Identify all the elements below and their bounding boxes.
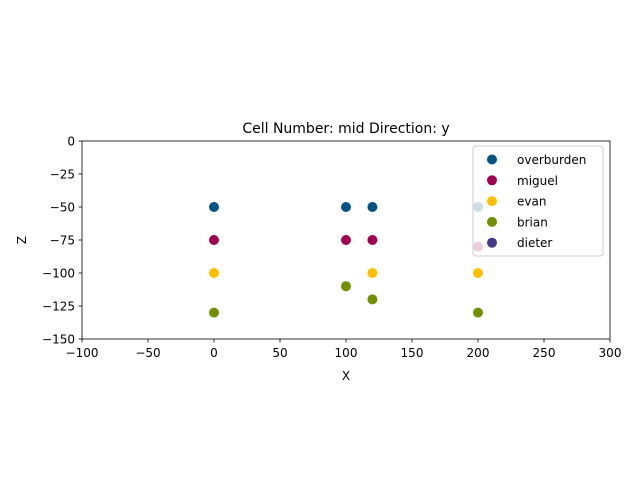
y-tick-label: −100 bbox=[42, 267, 75, 281]
axes: −100 −50 0 50 100 150 200 250 3000−25−50−75−100−… bbox=[42, 135, 621, 361]
legend-marker-overburden bbox=[487, 154, 497, 165]
x-axis-label: X bbox=[342, 369, 350, 383]
legend-marker-miguel bbox=[487, 175, 497, 186]
x-tick-label: −100 bbox=[66, 346, 99, 360]
x-tick-label: 200 bbox=[467, 346, 490, 360]
point-evan bbox=[367, 268, 378, 278]
x-tick-label: −50 bbox=[135, 346, 160, 360]
y-tick-label: −25 bbox=[50, 168, 75, 182]
x-tick-label: 50 bbox=[272, 346, 287, 360]
x-tick-label: 300 bbox=[599, 346, 622, 360]
x-tick-label: 150 bbox=[401, 346, 424, 360]
x-tick-label: 100 bbox=[335, 346, 358, 360]
point-evan bbox=[209, 268, 219, 278]
x-tick-label: 0 bbox=[210, 346, 218, 360]
point-brian bbox=[473, 307, 483, 318]
legend-marker-dieter bbox=[487, 237, 497, 248]
y-axis-label: Z bbox=[15, 236, 29, 244]
point-brian bbox=[367, 294, 378, 305]
y-tick-label: 0 bbox=[67, 135, 75, 149]
data-points bbox=[209, 202, 483, 318]
legend-label-evan: evan bbox=[517, 195, 546, 209]
legend-marker-evan bbox=[487, 196, 497, 207]
point-miguel bbox=[209, 235, 219, 245]
legend-marker-brian bbox=[487, 216, 497, 227]
legend: overburden miguel evan brian dieter bbox=[472, 145, 604, 257]
point-miguel bbox=[367, 235, 378, 245]
point-miguel bbox=[341, 235, 351, 245]
point-brian bbox=[341, 281, 351, 292]
y-tick-label: −150 bbox=[42, 333, 75, 347]
y-tick-label: −125 bbox=[42, 300, 75, 314]
y-tick-label: −50 bbox=[50, 201, 75, 215]
point-brian bbox=[209, 307, 219, 318]
legend-label-brian: brian bbox=[517, 215, 548, 229]
x-tick-label: 250 bbox=[533, 346, 556, 360]
legend-label-miguel: miguel bbox=[517, 174, 558, 188]
chart-title: Cell Number: mid Direction: y bbox=[242, 121, 449, 137]
legend-label-dieter: dieter bbox=[517, 236, 552, 250]
point-overburden bbox=[367, 202, 378, 212]
point-evan bbox=[473, 268, 483, 278]
y-tick-label: −75 bbox=[50, 234, 75, 248]
point-overburden bbox=[209, 202, 219, 212]
point-overburden bbox=[341, 202, 351, 212]
legend-box bbox=[472, 145, 604, 257]
legend-label-overburden: overburden bbox=[517, 153, 586, 167]
